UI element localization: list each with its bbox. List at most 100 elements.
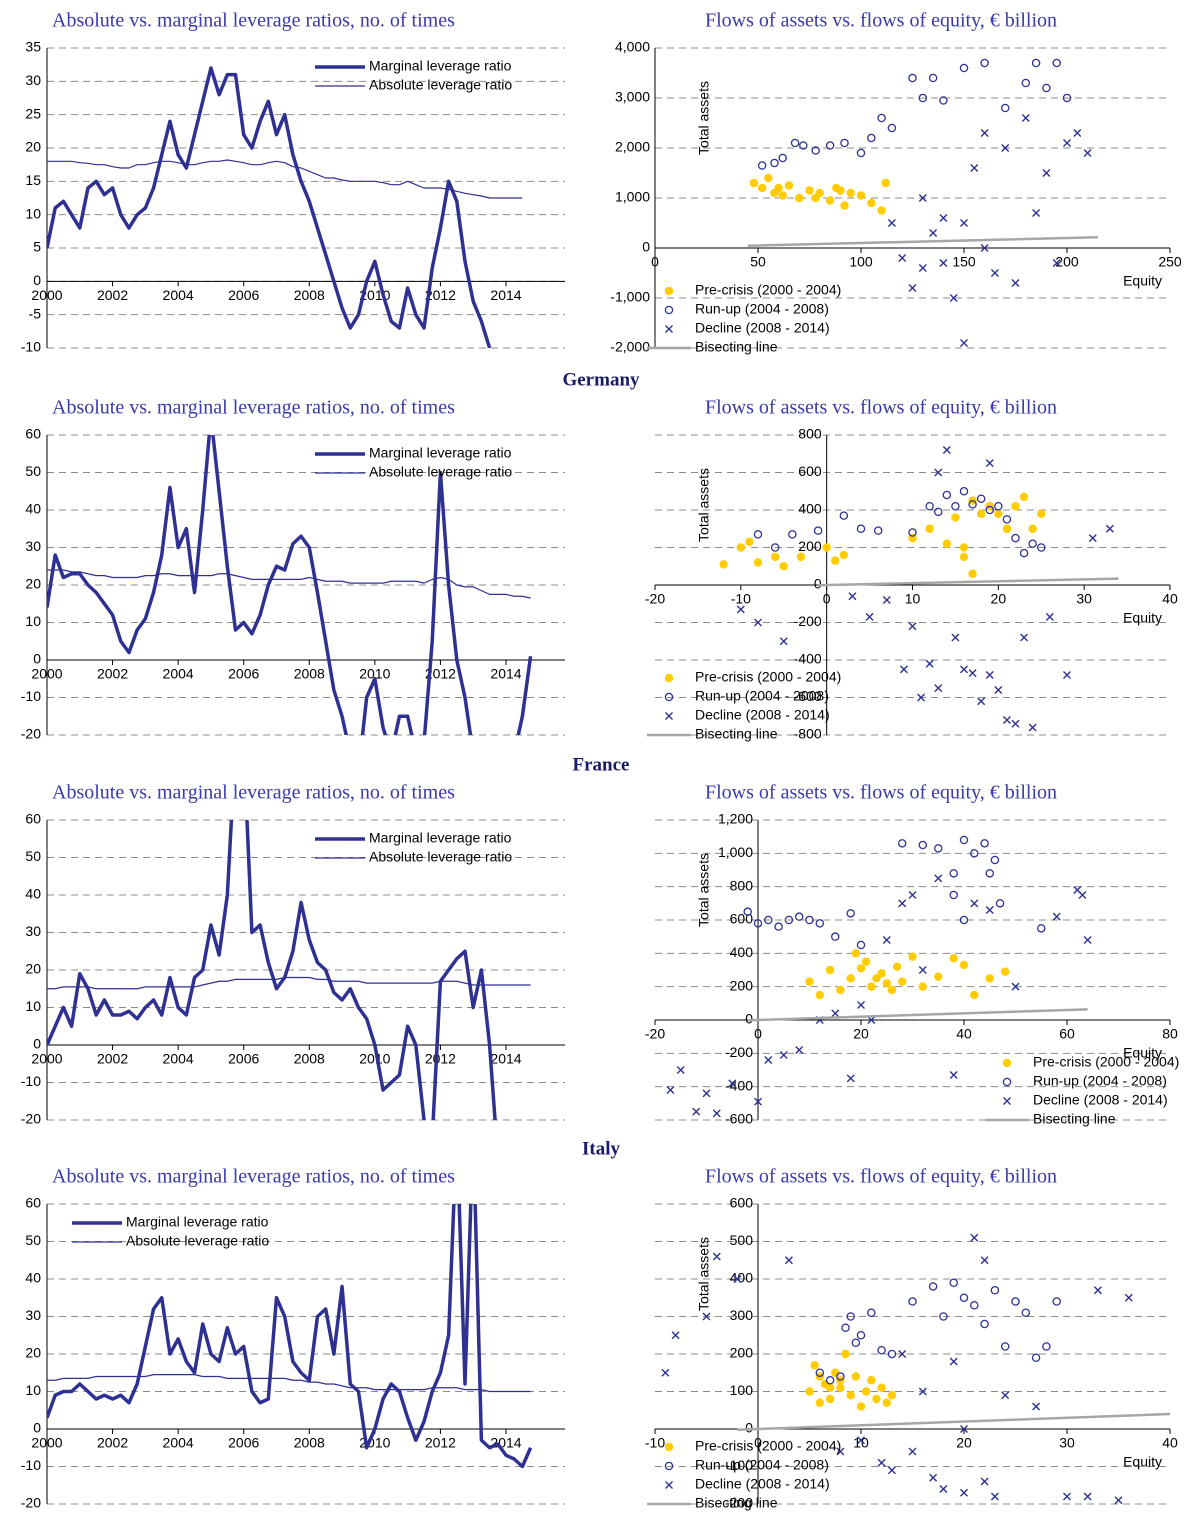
point: [925, 524, 934, 533]
point: [934, 844, 943, 853]
point: [795, 193, 804, 203]
point: [857, 1436, 865, 1445]
legend-label: Decline (2008 - 2014): [695, 1476, 830, 1492]
point: [779, 1051, 788, 1059]
legend-label: Marginal leverage ratio: [369, 445, 512, 461]
point: [1052, 1297, 1061, 1306]
point: [934, 684, 943, 693]
point: [831, 1368, 840, 1377]
x-tick-label: 2002: [97, 666, 128, 682]
point: [980, 58, 989, 68]
point: [1020, 633, 1029, 642]
point: [836, 1372, 845, 1381]
legend-label: Run-up (2004 - 2008): [695, 1457, 829, 1473]
point: [784, 1256, 793, 1265]
x-axis-label: Equity: [1123, 1045, 1162, 1061]
point: [990, 1286, 1000, 1295]
point: [980, 1319, 989, 1329]
point: [985, 974, 994, 983]
y-tick-label: 20: [25, 961, 41, 977]
point: [779, 637, 788, 646]
point: [1063, 671, 1071, 679]
x-tick-label: 10: [905, 591, 921, 607]
point: [980, 839, 989, 848]
series-line: [47, 976, 531, 990]
point: [757, 183, 767, 193]
y-tick-label: 800: [730, 877, 754, 893]
point: [661, 1368, 670, 1377]
y-tick-label: 1,000: [718, 844, 753, 860]
legend-label: Pre-crisis (2000 - 2004): [695, 1438, 841, 1454]
point: [929, 229, 938, 237]
x-tick-label: 2014: [490, 666, 521, 682]
point: [861, 1387, 871, 1396]
point: [736, 605, 745, 614]
point: [960, 1425, 968, 1433]
y-tick-label: -10: [21, 1457, 41, 1473]
y-tick-label: 20: [25, 576, 41, 592]
point: [856, 964, 866, 973]
legend-label: Absolute leverage ratio: [126, 1233, 269, 1249]
point: [1037, 924, 1046, 933]
point: [942, 490, 952, 500]
x-tick-label: 2008: [294, 287, 325, 303]
point: [976, 509, 986, 518]
point: [980, 244, 989, 252]
point: [960, 219, 968, 227]
x-tick-label: 2012: [425, 287, 456, 303]
x-tick-label: 2010: [359, 1051, 390, 1067]
x-tick-label: 2004: [163, 287, 194, 303]
point: [887, 219, 896, 227]
legend-label: Run-up (2004 - 2008): [695, 688, 829, 704]
point: [918, 840, 928, 850]
point: [898, 899, 907, 908]
point: [784, 181, 794, 190]
y-tick-label: -200: [794, 613, 822, 629]
point: [1001, 967, 1010, 976]
series-line: [47, 569, 531, 599]
point: [917, 693, 926, 702]
y-tick-label: -1,000: [610, 289, 650, 305]
point: [970, 849, 979, 858]
legend-label: Decline (2008 - 2014): [695, 320, 830, 336]
x-tick-label: 2008: [294, 666, 325, 682]
point: [805, 1387, 814, 1396]
point: [1028, 524, 1037, 533]
x-tick-label: 2008: [294, 1051, 325, 1067]
y-tick-label: 0: [33, 651, 41, 667]
point: [846, 1074, 855, 1083]
point: [770, 552, 780, 562]
legend-swatch: [665, 712, 673, 720]
y-tick-label: 60: [25, 426, 41, 442]
point: [942, 446, 951, 454]
y-tick-label: 10: [25, 205, 41, 221]
y-axis-label: Total assets: [696, 81, 712, 155]
point: [918, 93, 928, 103]
point: [840, 138, 849, 148]
y-tick-label: 100: [730, 1382, 754, 1398]
point: [898, 1350, 907, 1358]
legend-swatch: [664, 286, 674, 296]
point: [887, 1349, 897, 1359]
point: [976, 494, 986, 503]
chart-title: Absolute vs. marginal leverage ratios, n…: [52, 782, 455, 804]
x-tick-label: 2006: [228, 1435, 259, 1451]
point: [692, 1107, 701, 1116]
legend-swatch: [664, 673, 674, 683]
x-tick-label: 2004: [163, 1051, 194, 1067]
point: [1063, 139, 1071, 147]
legend-label: Decline (2008 - 2014): [695, 707, 830, 723]
y-axis-label: Total assets: [696, 1237, 712, 1311]
point: [968, 569, 977, 578]
point: [1000, 1342, 1010, 1351]
point: [778, 191, 787, 200]
point: [959, 915, 969, 925]
point: [815, 1368, 825, 1378]
chart-title: Flows of assets vs. flows of equity, € b…: [705, 10, 1057, 32]
y-tick-label: 0: [745, 1011, 753, 1027]
legend-swatch: [1002, 1058, 1012, 1068]
point: [877, 113, 886, 123]
point: [977, 697, 986, 706]
point: [867, 1016, 876, 1024]
y-tick-label: -200: [725, 1044, 753, 1060]
